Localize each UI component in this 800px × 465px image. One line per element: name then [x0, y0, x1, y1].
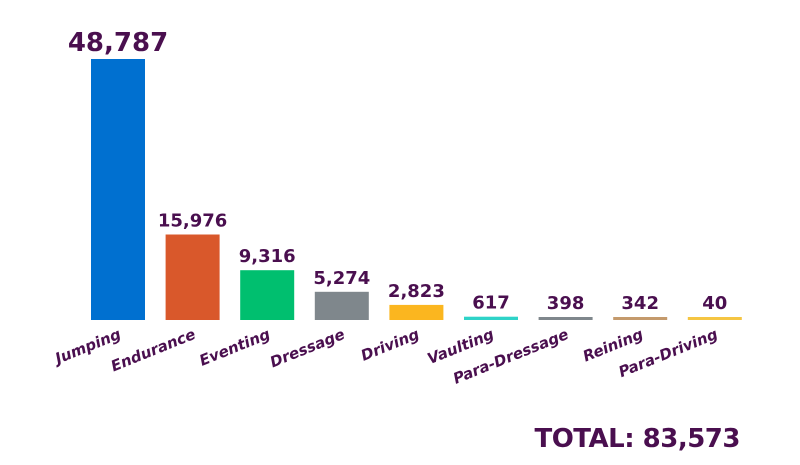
- value-label-reining: 342: [621, 293, 659, 314]
- total-label: TOTAL: 83,573: [534, 424, 740, 454]
- bar-vaulting: [464, 316, 518, 320]
- category-label-dressage: Dressage: [267, 325, 347, 371]
- bar-jumping: [91, 59, 145, 320]
- bar-reining: [613, 317, 668, 320]
- value-label-dressage: 5,274: [313, 268, 370, 289]
- value-label-driving: 2,823: [388, 281, 445, 302]
- bar-endurance: [165, 234, 220, 320]
- value-label-para-dressage: 398: [547, 293, 585, 314]
- value-label-eventing: 9,316: [239, 246, 296, 267]
- value-label-vaulting: 617: [472, 293, 510, 314]
- value-label-jumping: 48,787: [68, 28, 168, 58]
- bar-dressage: [314, 291, 369, 320]
- value-label-para-driving: 40: [702, 293, 727, 314]
- value-label-endurance: 15,976: [158, 211, 227, 232]
- category-label-driving: Driving: [358, 325, 422, 365]
- bar-para-dressage: [538, 317, 593, 320]
- bar-para-driving: [687, 317, 742, 320]
- category-label-endurance: Endurance: [108, 325, 198, 375]
- bar-eventing: [240, 270, 295, 320]
- bar-driving: [389, 304, 444, 320]
- category-label-eventing: Eventing: [197, 325, 273, 370]
